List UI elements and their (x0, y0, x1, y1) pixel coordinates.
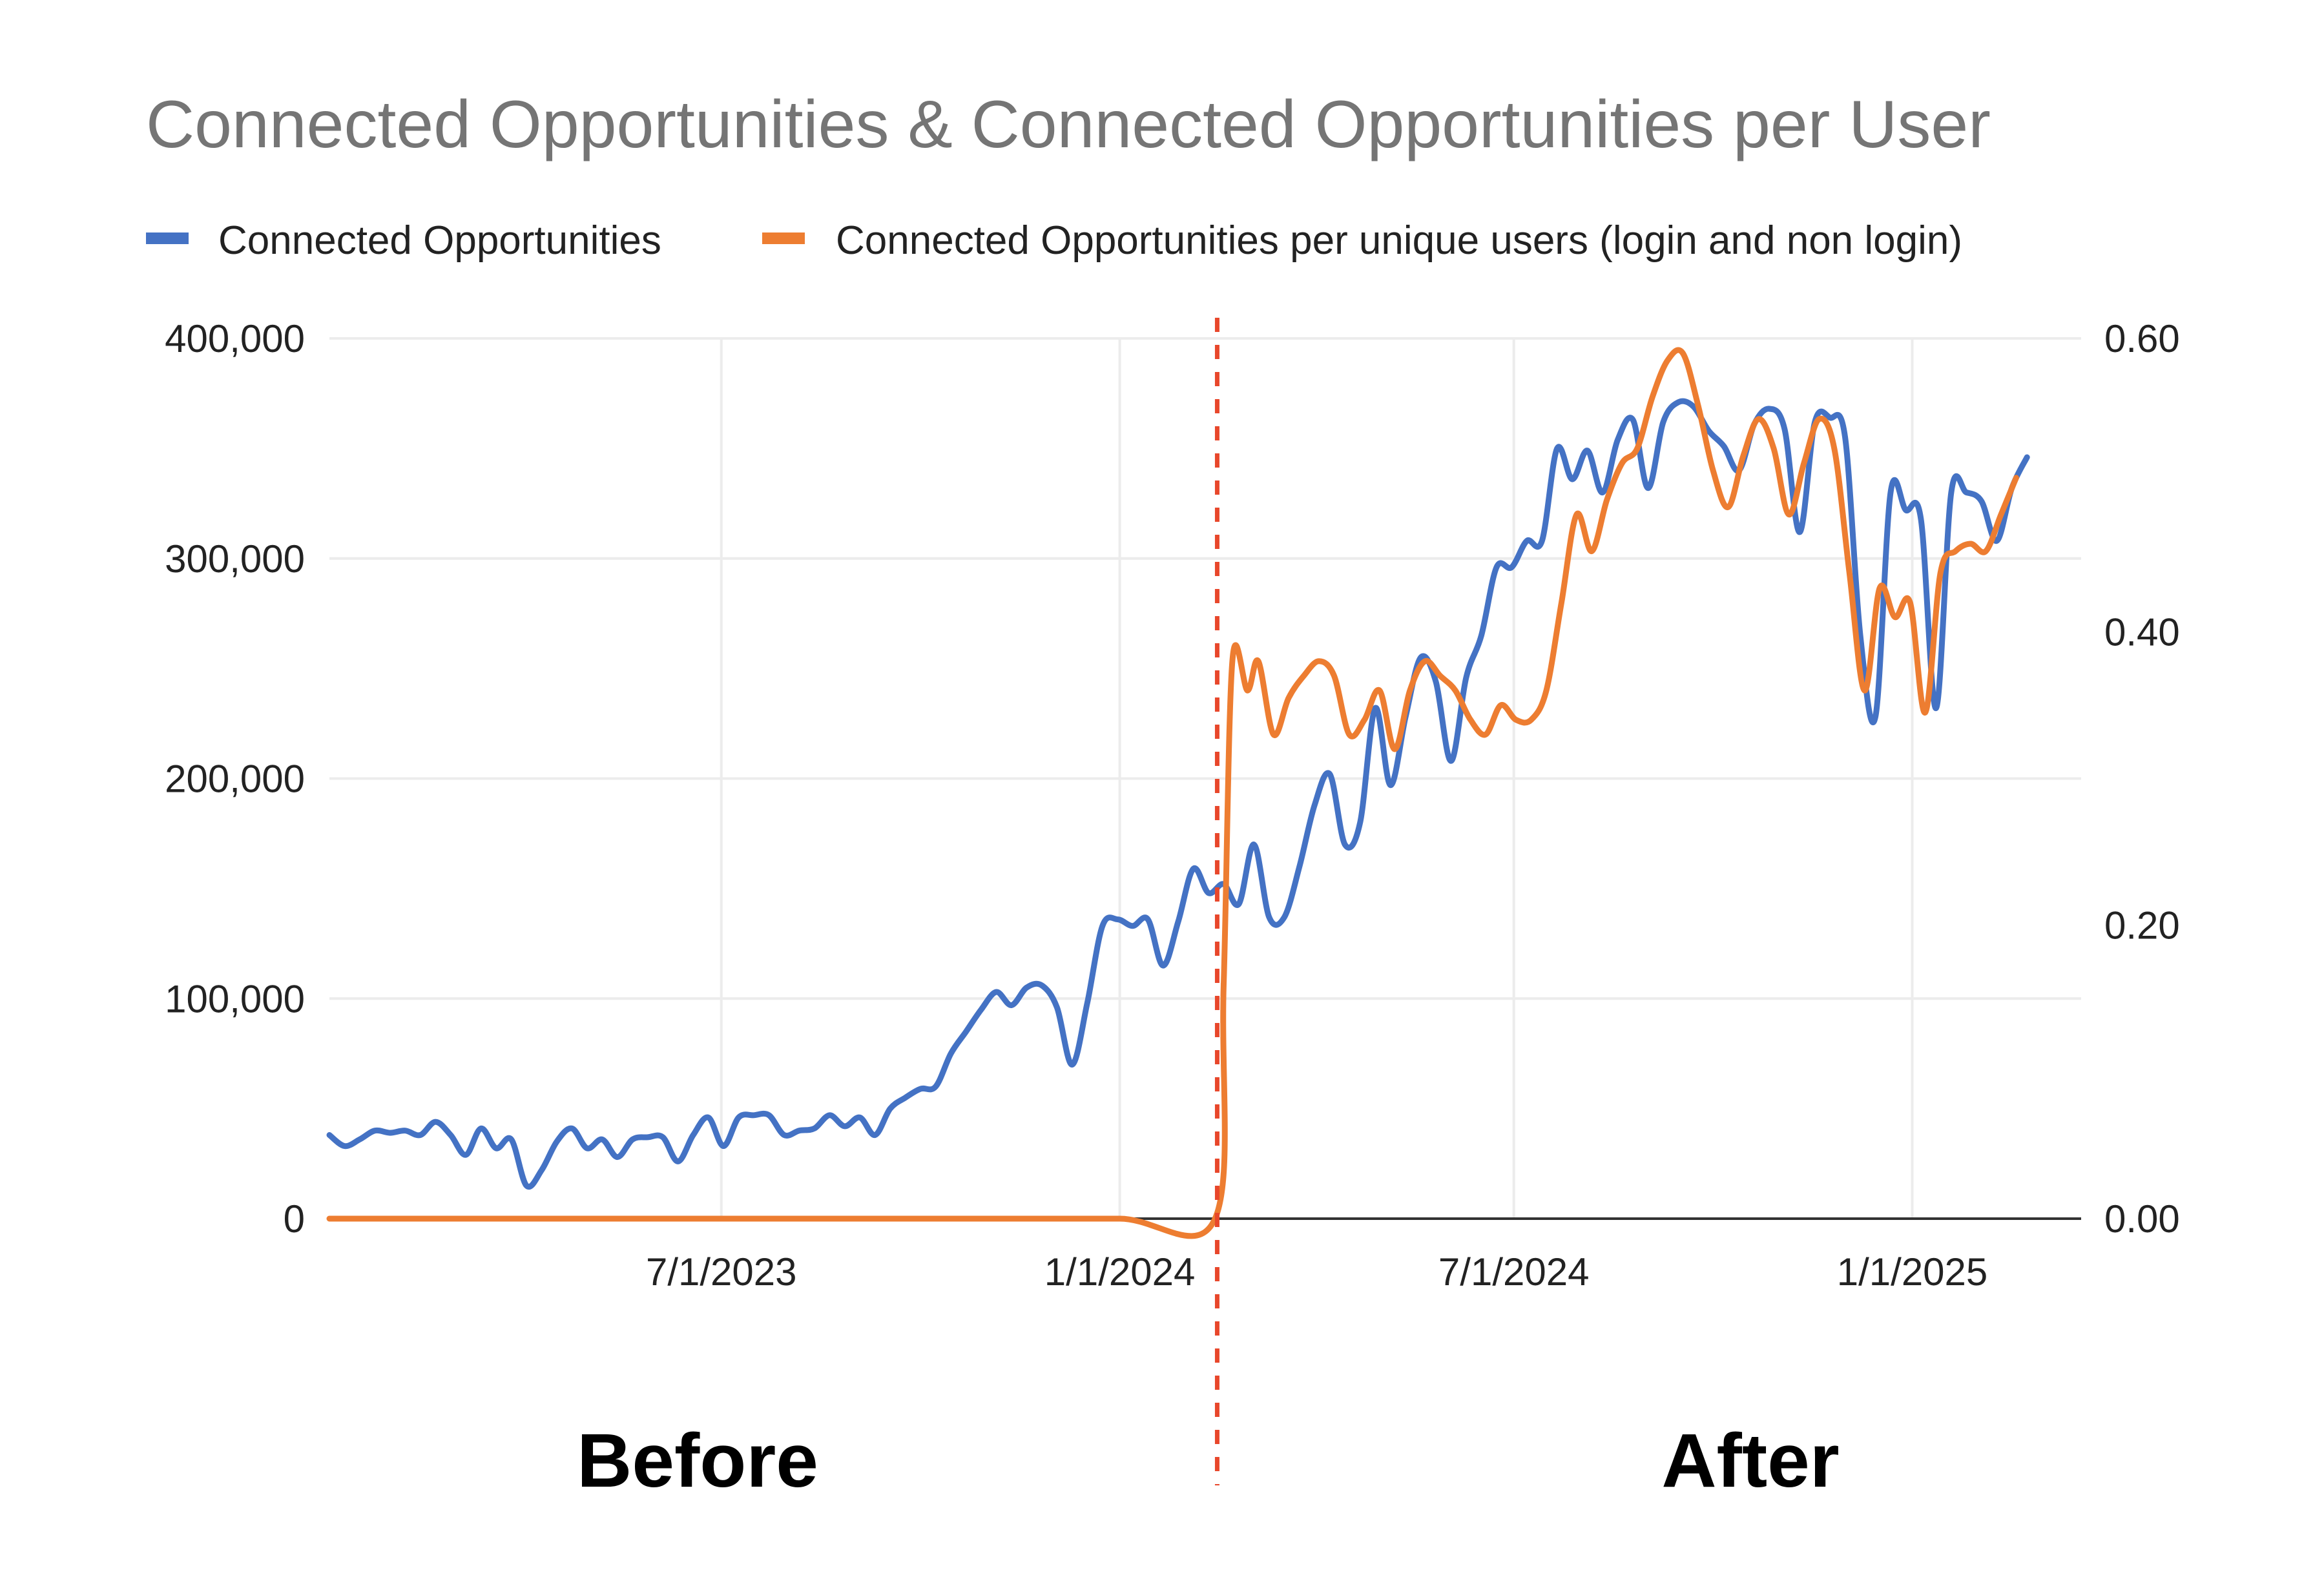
y-right-tick-label: 0.00 (2104, 1197, 2180, 1241)
series-line-opportunities-per-user (326, 347, 2019, 1239)
y-right-tick-label: 0.60 (2104, 317, 2180, 360)
x-tick-label: 1/1/2024 (1044, 1250, 1196, 1294)
annotations: Before After (577, 318, 1840, 1503)
legend-swatch-opportunities-per-user (762, 232, 805, 244)
after-label: After (1661, 1418, 1839, 1503)
legend: Connected Opportunities Connected Opport… (146, 218, 1962, 263)
legend-label-opportunities-per-user: Connected Opportunities per unique users… (836, 218, 1962, 263)
series-line-connected-opportunities (326, 398, 2030, 1190)
x-tick-label: 7/1/2024 (1438, 1250, 1590, 1294)
x-tick-label: 1/1/2025 (1837, 1250, 1988, 1294)
y-left-tick-label: 400,000 (165, 317, 305, 360)
before-label: Before (577, 1418, 818, 1503)
y-left-tick-label: 100,000 (165, 977, 305, 1020)
x-tick-label: 7/1/2023 (646, 1250, 797, 1294)
y-right-tick-label: 0.40 (2104, 610, 2180, 654)
chart-title: Connected Opportunities & Connected Oppo… (146, 87, 1991, 162)
legend-label-connected-opportunities: Connected Opportunities (218, 218, 661, 263)
y-right-tick-label: 0.20 (2104, 904, 2180, 947)
series (326, 347, 2030, 1239)
y-left-tick-label: 200,000 (165, 758, 305, 801)
axes: 0 100,000 200,000 300,000 400,000 0.00 0.20 0.4… (165, 317, 2180, 1294)
legend-swatch-connected-opportunities (146, 232, 189, 244)
y-left-tick-label: 300,000 (165, 537, 305, 581)
gridlines (329, 337, 2081, 1219)
y-left-tick-label: 0 (284, 1197, 305, 1241)
